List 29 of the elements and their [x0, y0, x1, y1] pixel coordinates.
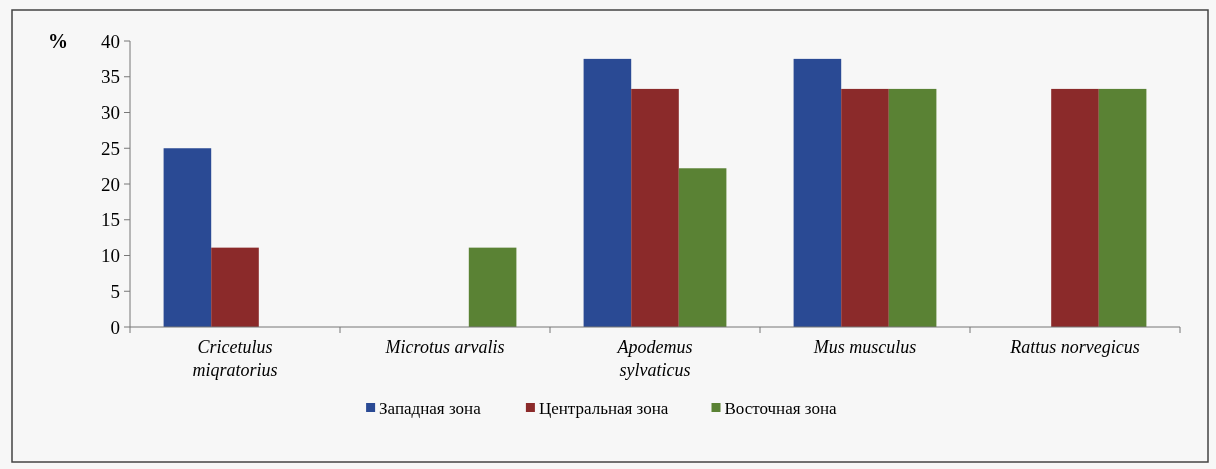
legend-label: Центральная зона	[538, 398, 669, 418]
y-tick-label: 25	[101, 137, 120, 159]
x-tick-label: Mus musculus	[812, 337, 917, 357]
x-tick-label: Microtus arvalis	[384, 337, 505, 357]
x-tick-label: Cricetulus miqratorius	[192, 337, 278, 380]
y-tick-label: 20	[101, 173, 120, 195]
bar	[793, 58, 842, 327]
y-tick-label: 30	[101, 102, 120, 124]
y-tick-label: 0	[110, 316, 120, 338]
bar	[211, 247, 259, 327]
bar	[678, 168, 727, 327]
x-tick-label: Rattus norvegicus	[1009, 337, 1140, 357]
y-tick-label: 5	[110, 280, 120, 302]
legend-label: Восточная зона	[724, 398, 838, 418]
y-tick-label: 15	[101, 209, 120, 231]
y-tick-label: 10	[101, 245, 120, 267]
bar	[583, 58, 632, 327]
bar	[163, 148, 212, 327]
y-tick-label: 40	[101, 30, 120, 52]
y-axis-title: %	[48, 30, 68, 52]
bar	[841, 88, 889, 327]
bar	[888, 88, 937, 327]
bar	[468, 247, 517, 327]
y-tick-label: 35	[101, 66, 120, 88]
legend-label: Западная зона	[379, 398, 482, 418]
x-tick-label: Apodemus sylvaticus	[616, 337, 693, 380]
bar	[1098, 88, 1147, 327]
bar	[1051, 88, 1099, 327]
bar	[631, 88, 679, 327]
